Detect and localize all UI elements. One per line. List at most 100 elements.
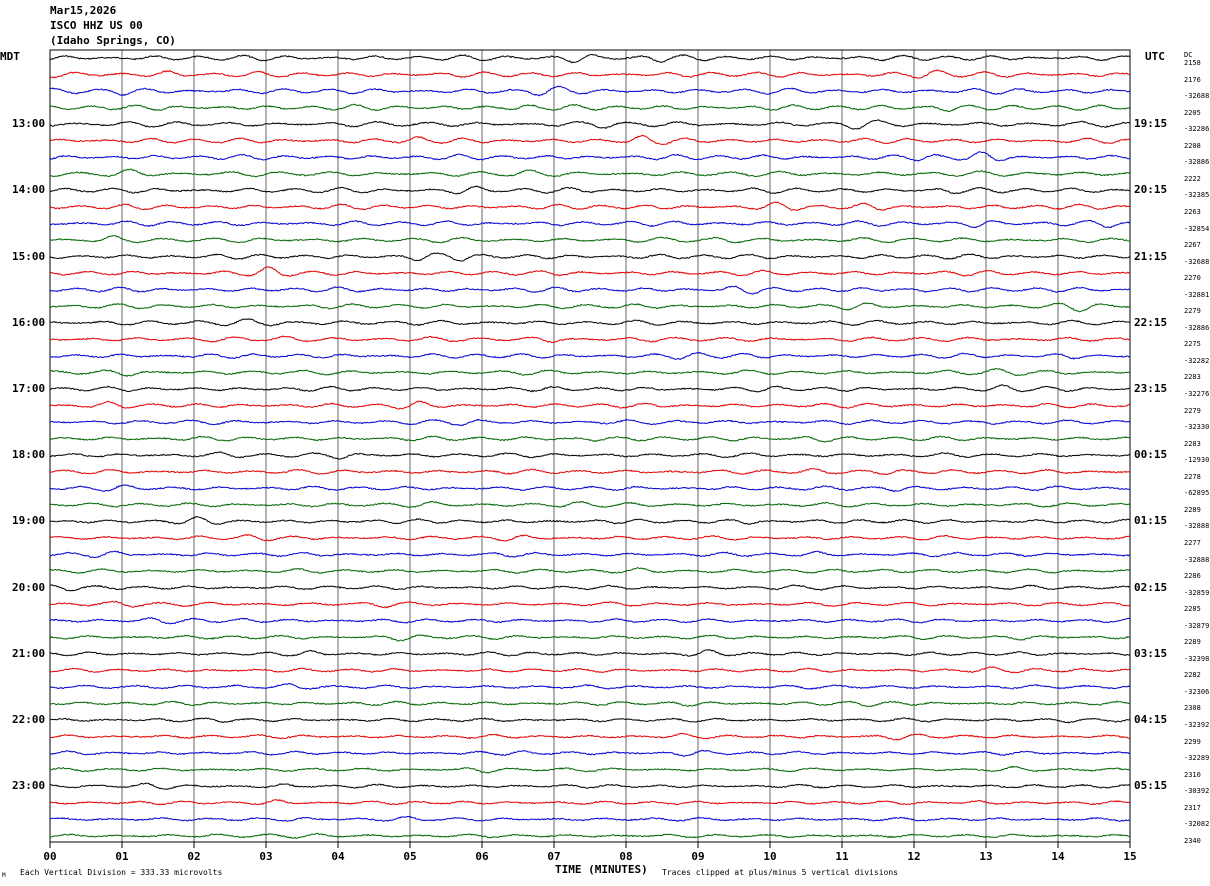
trace-row [49, 418, 1131, 427]
x-axis-ticks: 00 01 02 03 04 05 06 07 08 09 10 11 12 13 14 15 [43, 842, 1137, 863]
trace-row [49, 732, 1131, 741]
left-hour-label: 20:00 [12, 580, 46, 594]
trace-row [49, 683, 1131, 691]
trace-row [49, 103, 1131, 113]
trace-row [49, 53, 1131, 64]
trace-row [49, 351, 1131, 360]
dc-offset-label: 2285 [1184, 605, 1201, 614]
dc-offset-label: -32385 [1184, 191, 1210, 200]
x-tick-label: 01 [115, 850, 129, 863]
dc-offset-label: 2289 [1184, 638, 1201, 647]
trace-row [49, 119, 1131, 130]
x-tick-label: 09 [691, 850, 704, 863]
trace-row [50, 201, 1131, 211]
dc-offset-label: -32398 [1184, 654, 1210, 663]
dc-offset-label: 2299 [1184, 737, 1201, 746]
right-hour-label: 01:15 [1134, 514, 1168, 528]
dc-offset-label: -32688 [1184, 92, 1210, 101]
dc-offset-label: -32688 [1184, 257, 1210, 266]
trace-row [49, 600, 1131, 609]
dc-offset-label: -12930 [1184, 456, 1210, 465]
x-tick-label: 15 [1123, 850, 1136, 863]
x-tick-label: 06 [475, 850, 489, 863]
x-tick-label: 05 [403, 850, 416, 863]
dc-offset-label: 2278 [1184, 472, 1201, 481]
seismic-traces [49, 53, 1131, 839]
left-hour-label: 14:00 [12, 183, 46, 197]
dc-offset-label: 2158 [1184, 59, 1201, 67]
dc-offset-label: 2282 [1184, 671, 1201, 680]
trace-row [49, 533, 1131, 542]
dc-offset-label: 2222 [1184, 174, 1201, 183]
dc-offset-label: -32330 [1184, 423, 1210, 432]
right-hour-label: 03:15 [1134, 646, 1168, 660]
trace-row [49, 798, 1131, 806]
trace-row [50, 815, 1131, 823]
dc-offset-label: 2277 [1184, 538, 1201, 547]
dc-offset-label: 2283 [1184, 439, 1201, 448]
left-hour-label: 19:00 [12, 514, 46, 528]
trace-row [50, 832, 1131, 839]
trace-row [49, 69, 1131, 79]
dc-header: DC [1184, 51, 1193, 59]
right-hour-label: 05:15 [1134, 779, 1168, 793]
trace-row [49, 435, 1131, 443]
dc-offset-label: 2208 [1184, 141, 1201, 150]
x-tick-label: 08 [619, 850, 632, 863]
dc-offset-label: 2270 [1184, 274, 1201, 283]
dc-offset-label: -32859 [1184, 588, 1210, 597]
right-hour-label: 20:15 [1134, 183, 1168, 197]
x-tick-label: 11 [835, 850, 849, 863]
dc-offset-label: 2310 [1184, 770, 1201, 779]
scale-note: Each Vertical Division = 333.33 microvol… [20, 868, 223, 877]
trace-row [49, 634, 1130, 642]
dc-offset-label: -32276 [1184, 390, 1210, 398]
right-hour-label: 22:15 [1134, 315, 1168, 329]
x-tick-label: 03 [259, 850, 272, 863]
trace-row [49, 467, 1131, 476]
clip-note: Traces clipped at plus/minus 5 vertical … [662, 868, 899, 877]
trace-row [50, 749, 1131, 757]
dc-offset-label: -32879 [1184, 621, 1210, 630]
trace-row [50, 367, 1131, 378]
trace-row [49, 302, 1131, 313]
left-hour-label: 13:00 [12, 117, 46, 131]
trace-row [49, 235, 1131, 244]
trace-row [49, 400, 1131, 410]
left-hour-label: 21:00 [12, 646, 46, 660]
right-hour-label: 19:15 [1134, 117, 1168, 131]
dc-offset-label: -32888 [1184, 522, 1210, 531]
left-hour-label: 16:00 [12, 315, 46, 329]
trace-row [49, 266, 1131, 277]
left-hour-label: 17:00 [12, 382, 46, 395]
trace-row [49, 151, 1131, 162]
trace-row [49, 649, 1131, 658]
left-hour-label: 18:00 [12, 448, 46, 462]
trace-row [49, 168, 1131, 178]
dc-offset-label: -32854 [1184, 224, 1210, 233]
dc-offset-label: 2340 [1184, 836, 1201, 845]
right-hour-label: 21:15 [1134, 249, 1168, 263]
trace-row [49, 484, 1131, 493]
dc-offset-label: -32282 [1184, 356, 1210, 365]
trace-row [49, 500, 1131, 508]
plot-grid [49, 49, 1131, 843]
trace-row [49, 451, 1131, 460]
dc-offset-label: 2317 [1184, 803, 1201, 812]
dc-offset-label: 2283 [1184, 373, 1201, 382]
x-tick-label: 10 [763, 850, 776, 863]
trace-row [49, 782, 1131, 790]
dc-offset-label: 2176 [1184, 75, 1201, 84]
dc-offset-label: 2279 [1184, 406, 1201, 415]
right-hour-label: 00:15 [1134, 448, 1168, 462]
trace-row [49, 85, 1131, 97]
dc-offset-label: 2267 [1184, 241, 1201, 250]
dc-offset-label: -30392 [1184, 787, 1210, 796]
station-id: ISCO HHZ US 00 [50, 19, 143, 32]
dc-offset-label: -32289 [1184, 754, 1210, 763]
right-hour-label: 02:15 [1134, 580, 1168, 594]
dc-offset-label: -32881 [1184, 290, 1210, 299]
dc-offset-label: 2263 [1184, 207, 1201, 216]
dc-offset-label: 2286 [1184, 572, 1201, 581]
